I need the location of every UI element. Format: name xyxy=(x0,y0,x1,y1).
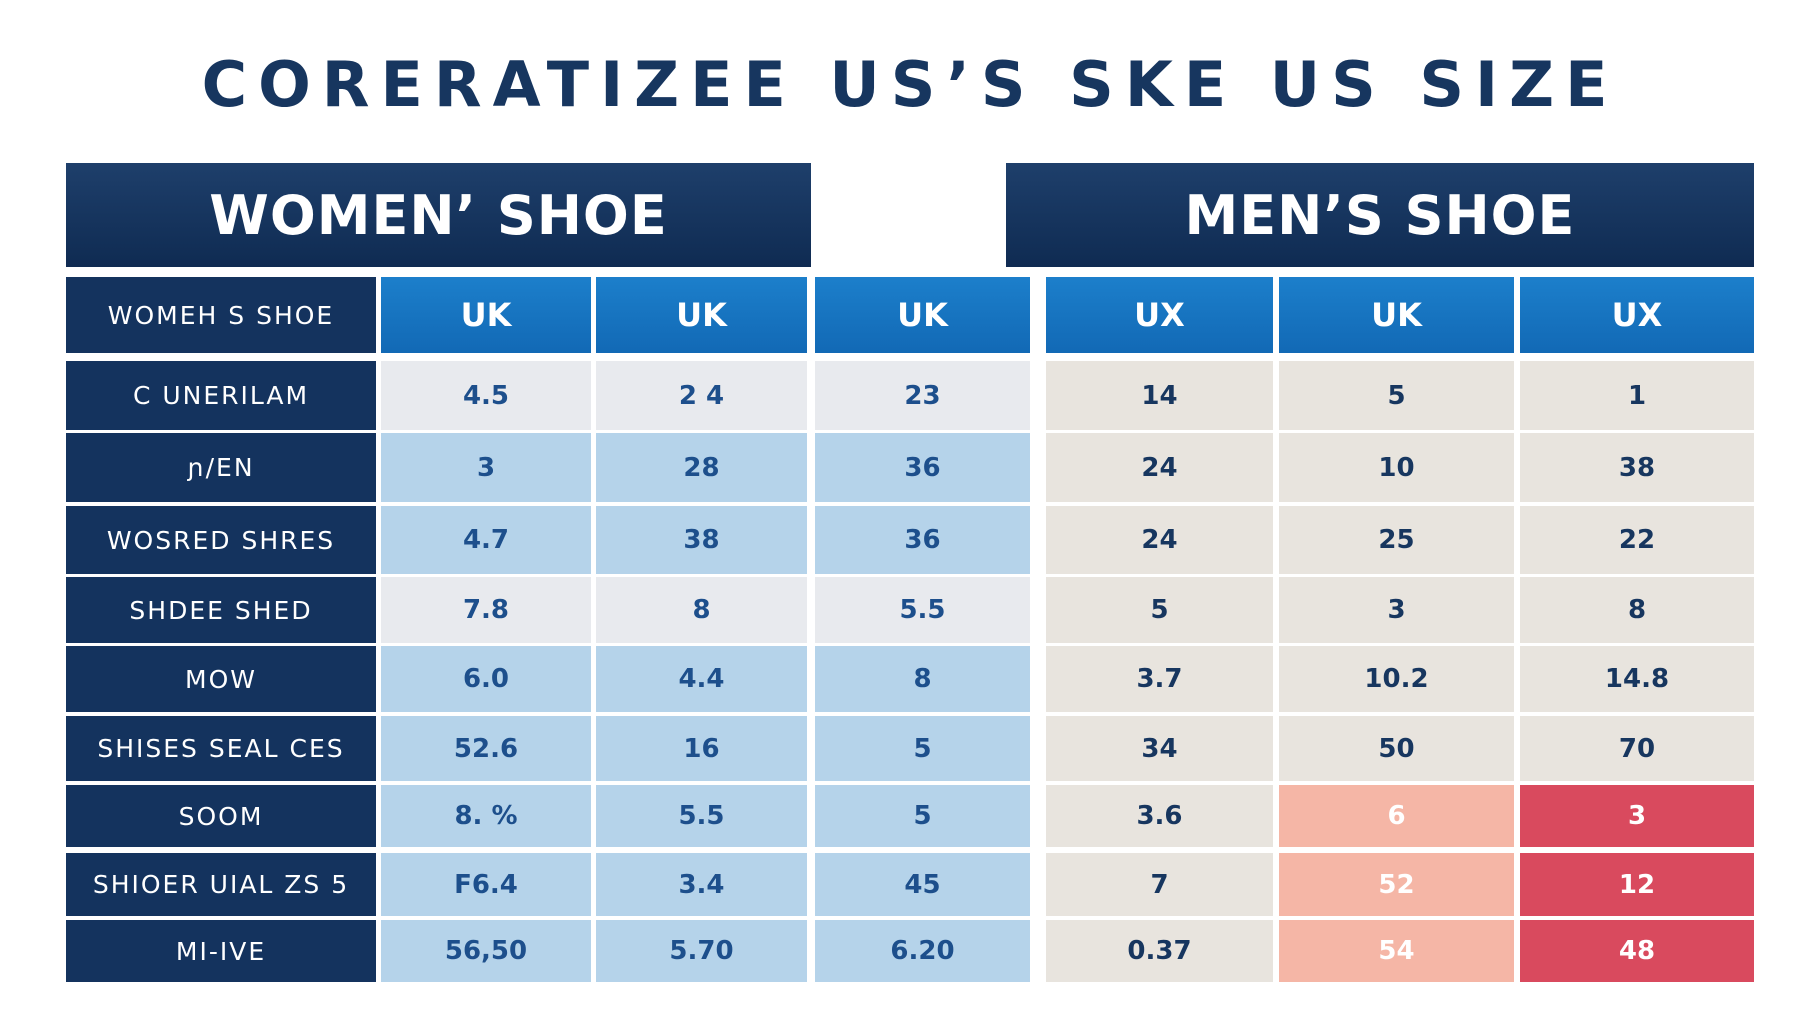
women-size-cell: F6.4 xyxy=(381,853,591,916)
row-label: SHISES SEAL CES xyxy=(66,716,376,781)
women-size-cell: 5.5 xyxy=(596,785,807,847)
men-size-cell: 5 xyxy=(1046,577,1273,643)
men-size-cell: 3 xyxy=(1279,577,1514,643)
men-size-cell: 7 xyxy=(1046,853,1273,916)
men-size-cell: 14 xyxy=(1046,361,1273,430)
row-label: SOOM xyxy=(66,785,376,847)
women-size-cell: 5.5 xyxy=(815,577,1030,643)
column-header: UX xyxy=(1520,277,1754,353)
men-size-cell: 22 xyxy=(1520,506,1754,574)
page-title: CORERATIZEE US’S SKE US SIZE xyxy=(201,48,1619,121)
men-section-header: MEN’S SHOE xyxy=(1006,163,1754,267)
women-size-cell: 52.6 xyxy=(381,716,591,781)
women-size-cell: 23 xyxy=(815,361,1030,430)
row-label: MOW xyxy=(66,646,376,712)
men-size-cell: 5 xyxy=(1279,361,1514,430)
women-size-cell: 6.0 xyxy=(381,646,591,712)
men-size-cell: 6 xyxy=(1279,785,1514,847)
men-size-cell: 25 xyxy=(1279,506,1514,574)
women-size-cell: 5 xyxy=(815,785,1030,847)
corner-label: WOMEH S SHOE xyxy=(66,277,376,353)
row-label: WOSRED SHRES xyxy=(66,506,376,574)
women-size-cell: 8. % xyxy=(381,785,591,847)
women-size-cell: 45 xyxy=(815,853,1030,916)
column-header: UK xyxy=(381,277,591,353)
women-size-cell: 3.4 xyxy=(596,853,807,916)
men-size-cell: 3.6 xyxy=(1046,785,1273,847)
women-size-cell: 36 xyxy=(815,433,1030,502)
men-size-cell: 1 xyxy=(1520,361,1754,430)
men-size-cell: 8 xyxy=(1520,577,1754,643)
men-size-cell: 54 xyxy=(1279,920,1514,982)
men-size-cell: 10.2 xyxy=(1279,646,1514,712)
women-size-cell: 28 xyxy=(596,433,807,502)
women-section-header: WOMEN’ SHOE xyxy=(66,163,811,267)
women-size-cell: 7.8 xyxy=(381,577,591,643)
column-header: UK xyxy=(1279,277,1514,353)
women-size-cell: 5.70 xyxy=(596,920,807,982)
men-size-cell: 12 xyxy=(1520,853,1754,916)
men-size-cell: 38 xyxy=(1520,433,1754,502)
women-size-cell: 56,50 xyxy=(381,920,591,982)
women-size-cell: 2 4 xyxy=(596,361,807,430)
men-size-cell: 24 xyxy=(1046,506,1273,574)
men-size-cell: 34 xyxy=(1046,716,1273,781)
women-size-cell: 4.5 xyxy=(381,361,591,430)
men-size-cell: 50 xyxy=(1279,716,1514,781)
men-size-cell: 14.8 xyxy=(1520,646,1754,712)
column-header: UX xyxy=(1046,277,1273,353)
men-size-cell: 3.7 xyxy=(1046,646,1273,712)
men-size-cell: 70 xyxy=(1520,716,1754,781)
women-size-cell: 3 xyxy=(381,433,591,502)
row-label: MI-IVE xyxy=(66,920,376,982)
men-size-cell: 48 xyxy=(1520,920,1754,982)
women-size-cell: 36 xyxy=(815,506,1030,574)
column-header: UK xyxy=(815,277,1030,353)
women-size-cell: 16 xyxy=(596,716,807,781)
women-size-cell: 38 xyxy=(596,506,807,574)
women-size-cell: 4.7 xyxy=(381,506,591,574)
men-size-cell: 3 xyxy=(1520,785,1754,847)
row-label: SHIOER UIAL ZS 5 xyxy=(66,853,376,916)
men-size-cell: 52 xyxy=(1279,853,1514,916)
row-label: ɲ/EN xyxy=(66,433,376,502)
men-size-cell: 0.37 xyxy=(1046,920,1273,982)
women-size-cell: 4.4 xyxy=(596,646,807,712)
women-size-cell: 5 xyxy=(815,716,1030,781)
women-size-cell: 8 xyxy=(815,646,1030,712)
women-size-cell: 8 xyxy=(596,577,807,643)
row-label: C UNERILAM xyxy=(66,361,376,430)
men-size-cell: 24 xyxy=(1046,433,1273,502)
row-label: SHDEE SHED xyxy=(66,577,376,643)
men-size-cell: 10 xyxy=(1279,433,1514,502)
women-size-cell: 6.20 xyxy=(815,920,1030,982)
column-header: UK xyxy=(596,277,807,353)
